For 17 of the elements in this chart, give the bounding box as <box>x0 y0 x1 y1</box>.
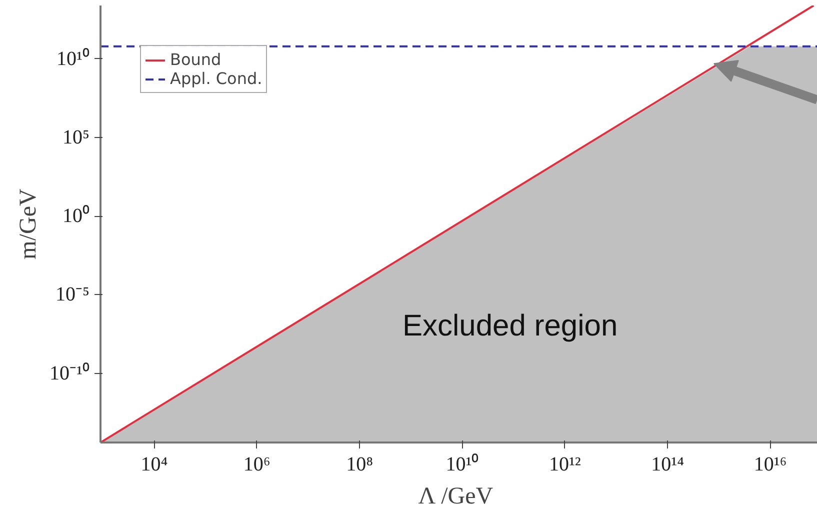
x-tick-label: 10⁸ <box>346 454 374 476</box>
y-tick-label: 10⁵ <box>62 126 90 149</box>
x-tick-label: 10¹² <box>548 454 581 476</box>
x-tick-label: 10⁶ <box>243 454 270 476</box>
y-tick-label: 10⁻¹⁰ <box>50 361 90 384</box>
y-tick-label: 10¹⁰ <box>56 46 90 70</box>
annotation: Excluded region <box>402 310 618 342</box>
x-axis-title: Λ /GeV <box>418 484 494 510</box>
y-axis-title: m/GeV <box>16 188 42 260</box>
x-tick-label: 10¹⁴ <box>651 454 684 476</box>
x-tick-label: 10¹⁰ <box>446 452 479 476</box>
x-tick-label: 10⁴ <box>140 454 168 476</box>
y-tick-label: 10⁰ <box>62 204 90 228</box>
legend-label: Appl. Cond. <box>170 69 262 88</box>
legend-label: Bound <box>170 50 222 69</box>
y-tick-label: 10⁻⁵ <box>56 284 90 306</box>
x-tick-label: 10¹⁶ <box>754 454 787 476</box>
